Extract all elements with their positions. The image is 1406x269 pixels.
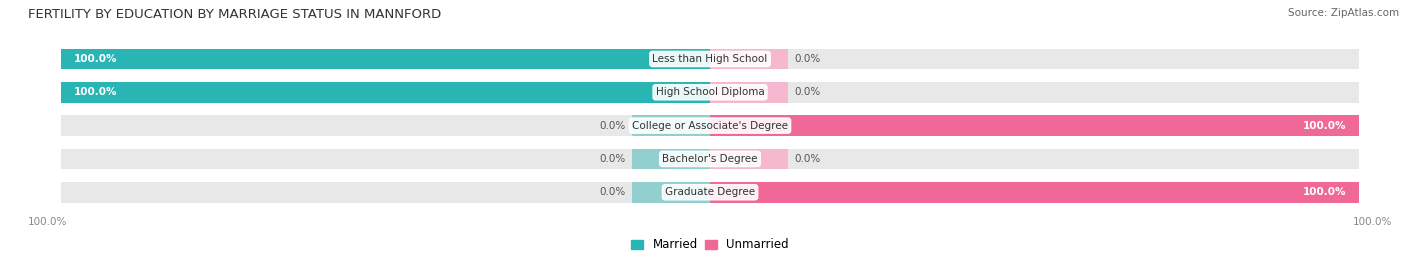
Bar (710, 148, 787, 169)
Text: 0.0%: 0.0% (599, 154, 626, 164)
Text: High School Diploma: High School Diploma (655, 87, 765, 97)
Text: 0.0%: 0.0% (794, 87, 821, 97)
Text: 0.0%: 0.0% (794, 154, 821, 164)
Text: 100.0%: 100.0% (1303, 187, 1347, 197)
Text: 100.0%: 100.0% (1303, 121, 1347, 130)
Bar (60, 82, 710, 102)
Bar (710, 115, 1360, 136)
Bar (710, 148, 1360, 169)
Bar (710, 82, 787, 102)
Bar (633, 182, 710, 203)
Bar (60, 148, 710, 169)
Bar (710, 82, 1360, 102)
Bar (710, 182, 1360, 203)
Bar (60, 115, 710, 136)
Text: Bachelor's Degree: Bachelor's Degree (662, 154, 758, 164)
Legend: Married, Unmarried: Married, Unmarried (627, 234, 793, 256)
Text: 100.0%: 100.0% (1353, 217, 1392, 227)
Text: 100.0%: 100.0% (73, 87, 117, 97)
Bar (633, 148, 710, 169)
Text: 100.0%: 100.0% (28, 217, 67, 227)
Text: 0.0%: 0.0% (599, 121, 626, 130)
Bar (710, 182, 1360, 203)
Text: Less than High School: Less than High School (652, 54, 768, 64)
Bar (633, 115, 710, 136)
Bar (60, 49, 710, 69)
Text: Source: ZipAtlas.com: Source: ZipAtlas.com (1288, 8, 1399, 18)
Bar (60, 49, 710, 69)
Text: 0.0%: 0.0% (794, 54, 821, 64)
Bar (710, 49, 1360, 69)
Bar (710, 115, 1360, 136)
Bar (60, 182, 710, 203)
Text: Graduate Degree: Graduate Degree (665, 187, 755, 197)
Text: 100.0%: 100.0% (73, 54, 117, 64)
Bar (710, 49, 787, 69)
Text: 0.0%: 0.0% (599, 187, 626, 197)
Text: FERTILITY BY EDUCATION BY MARRIAGE STATUS IN MANNFORD: FERTILITY BY EDUCATION BY MARRIAGE STATU… (28, 8, 441, 21)
Bar (60, 82, 710, 102)
Text: College or Associate's Degree: College or Associate's Degree (633, 121, 787, 130)
